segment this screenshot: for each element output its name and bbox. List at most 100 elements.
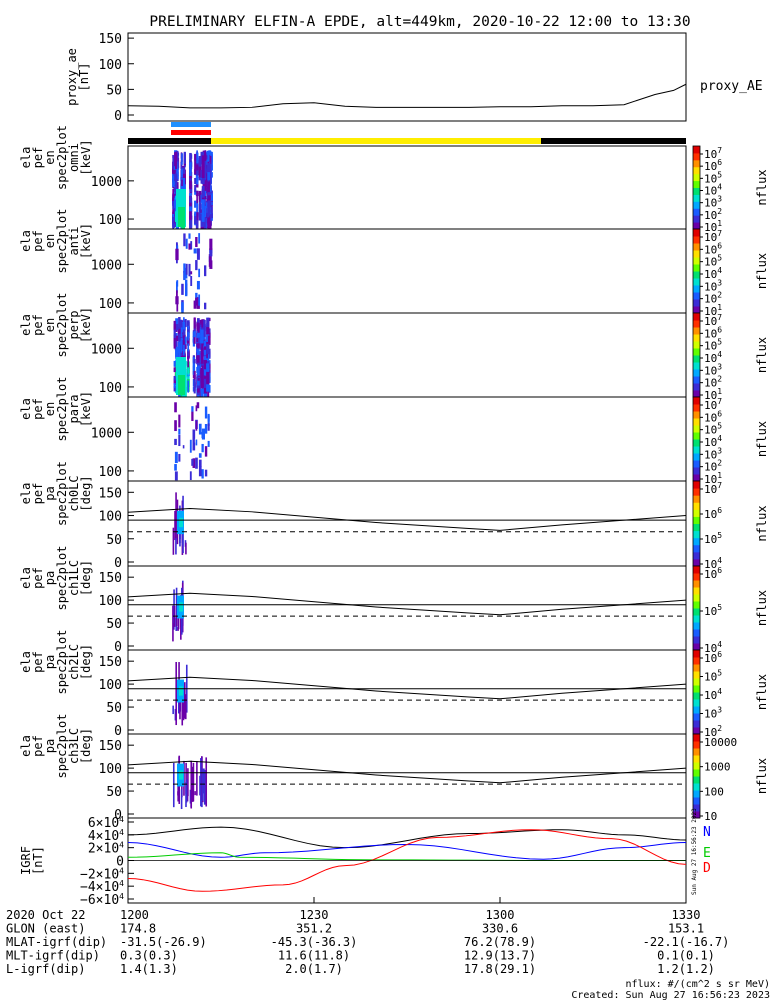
y-axis-label-line: spec2plot [55, 629, 69, 694]
axes-bg [128, 481, 686, 566]
colorbar-tick-label-base: 10 [704, 689, 717, 702]
colorbar-tick-label-exp: 6 [717, 158, 722, 167]
colorbar-tick-label-base: 10 [704, 708, 717, 721]
units-note: nflux: #/(cm^2 s sr MeV) [626, 979, 771, 990]
spectrogram-pixel [183, 271, 186, 281]
colorbar-segment [693, 488, 700, 496]
colorbar-segment [693, 636, 700, 644]
spectrogram-pixel [203, 378, 207, 388]
spectrogram-pixel [207, 181, 211, 193]
spectrogram-pixel [208, 191, 212, 195]
pitch-angle-streak [180, 618, 182, 640]
spectrogram-pixel [185, 279, 188, 286]
spectrogram-pixel [208, 169, 212, 181]
colorbar-tick-label-exp: 2 [717, 375, 722, 384]
spectrogram-pixel [175, 346, 179, 351]
colorbar-tick-label-exp: 5 [717, 531, 722, 540]
colorbar-segment [693, 608, 700, 616]
colorbar-tick-label-base: 10 [704, 172, 717, 185]
colorbar-tick-label: 106 [704, 158, 722, 173]
y-tick-label-exp: 4 [119, 892, 124, 901]
colorbar-segment [693, 257, 700, 265]
spectrogram-pixel [206, 382, 210, 392]
colorbar-tick-label-exp: 5 [717, 422, 722, 431]
colorbar-tick-label: 107 [704, 397, 722, 412]
spectrogram-pixel [208, 155, 212, 164]
spectrogram-pixel [198, 336, 200, 346]
legend-D: D [703, 861, 711, 876]
spectrogram-pixel [173, 375, 176, 381]
spectrogram-pixel [198, 294, 201, 306]
colorbar-segment [693, 446, 700, 454]
spectrogram-pixel [188, 243, 191, 250]
y-tick-label: 0 [114, 640, 122, 655]
y-axis-label-line: en [43, 150, 57, 164]
spectrogram-pixel [209, 248, 213, 257]
colorbar-segment [693, 201, 700, 209]
colorbar-segment [693, 502, 700, 510]
spectrogram-pixel [181, 177, 186, 190]
spectrogram-pixel [173, 327, 176, 337]
spectrogram-pixel [173, 320, 176, 328]
spectrogram-pixel [174, 218, 178, 228]
colorbar-tick-label-base: 10 [704, 148, 717, 161]
footer-value: 0.3(0.3) [120, 949, 178, 963]
spectrogram-pixel [204, 265, 207, 277]
y-tick-label: 50 [106, 533, 122, 548]
y-axis-label-line: pa [43, 739, 57, 753]
spectrogram-pixel [203, 360, 207, 370]
spectrogram-pixel [196, 350, 198, 359]
colorbar-label: nflux [755, 505, 769, 541]
spectrogram-pixel [195, 212, 199, 223]
spectrogram-pixel [189, 152, 192, 166]
colorbar-segment [693, 797, 700, 805]
spectrogram-pixel [187, 343, 190, 352]
footer: 2020 Oct 22 1200 1230 1300 1330 GLON (east) 17… [6, 908, 770, 1000]
colorbar-tick-label-base: 10 [704, 293, 717, 306]
spectrogram-pixel [183, 233, 186, 247]
colorbar-tick-label-exp: 3 [717, 278, 722, 287]
footer-value: -31.5(-26.9) [120, 935, 207, 949]
spectrogram-pixel [206, 327, 210, 335]
colorbar-tick-label-exp: 7 [717, 397, 722, 406]
colorbar-tick-label-base: 10 [704, 436, 717, 449]
footer-value: 2.0(1.7) [285, 962, 343, 976]
y-axis-label: IGRF[nT] [19, 846, 45, 875]
colorbar-tick-label: 104 [704, 687, 722, 702]
colorbar-tick-label-base: 10 [704, 377, 717, 390]
status-bar-yellow [211, 138, 541, 144]
spectrogram-pixel [178, 414, 181, 428]
pitch-angle-streak [205, 757, 208, 807]
colorbar-tick-label: 105 [704, 531, 722, 546]
colorbar-segment [693, 146, 700, 154]
spectrogram-pixel [176, 245, 179, 252]
spectrogram-pixel [183, 344, 185, 354]
colorbar-tick-label: 105 [704, 422, 722, 437]
spectrogram-pixel [173, 207, 176, 215]
colorbar-tick-label-exp: 7 [717, 313, 722, 322]
y-tick-label-base: −2×10 [80, 867, 119, 882]
spectrogram-pixel [201, 443, 204, 453]
colorbar-tick-label-exp: 4 [717, 350, 722, 359]
panel-igrf: 6×1044×1042×1040−2×104−4×104−6×104IGRF[n… [19, 808, 711, 908]
colorbar-tick-label-base: 10 [704, 327, 717, 340]
pitch-angle-streak [181, 776, 183, 798]
colorbar-tick-label-exp: 3 [717, 195, 722, 204]
spectrogram-pixel [187, 331, 190, 341]
footer-row-label: L-igrf(dip) [6, 962, 85, 976]
pitch-angle-streak [175, 661, 177, 726]
colorbar-tick-label: 104 [704, 266, 722, 281]
colorbar-segment [693, 313, 700, 321]
spectrogram-pixel [197, 380, 200, 386]
spectrogram-pixel [174, 451, 178, 464]
spectrogram-pixel [174, 471, 178, 481]
spectrogram-pixel [176, 182, 179, 189]
colorbar-tick-label-base: 10 [704, 671, 717, 684]
y-axis-label: elapefenspec2plotpara[keV] [19, 376, 93, 441]
spectrogram-pixel [173, 367, 176, 373]
pitch-angle-streak [172, 605, 174, 642]
loss-cone-curve [127, 592, 687, 616]
spectrogram-pixel [196, 322, 200, 327]
spectrogram-pixel [204, 160, 207, 173]
